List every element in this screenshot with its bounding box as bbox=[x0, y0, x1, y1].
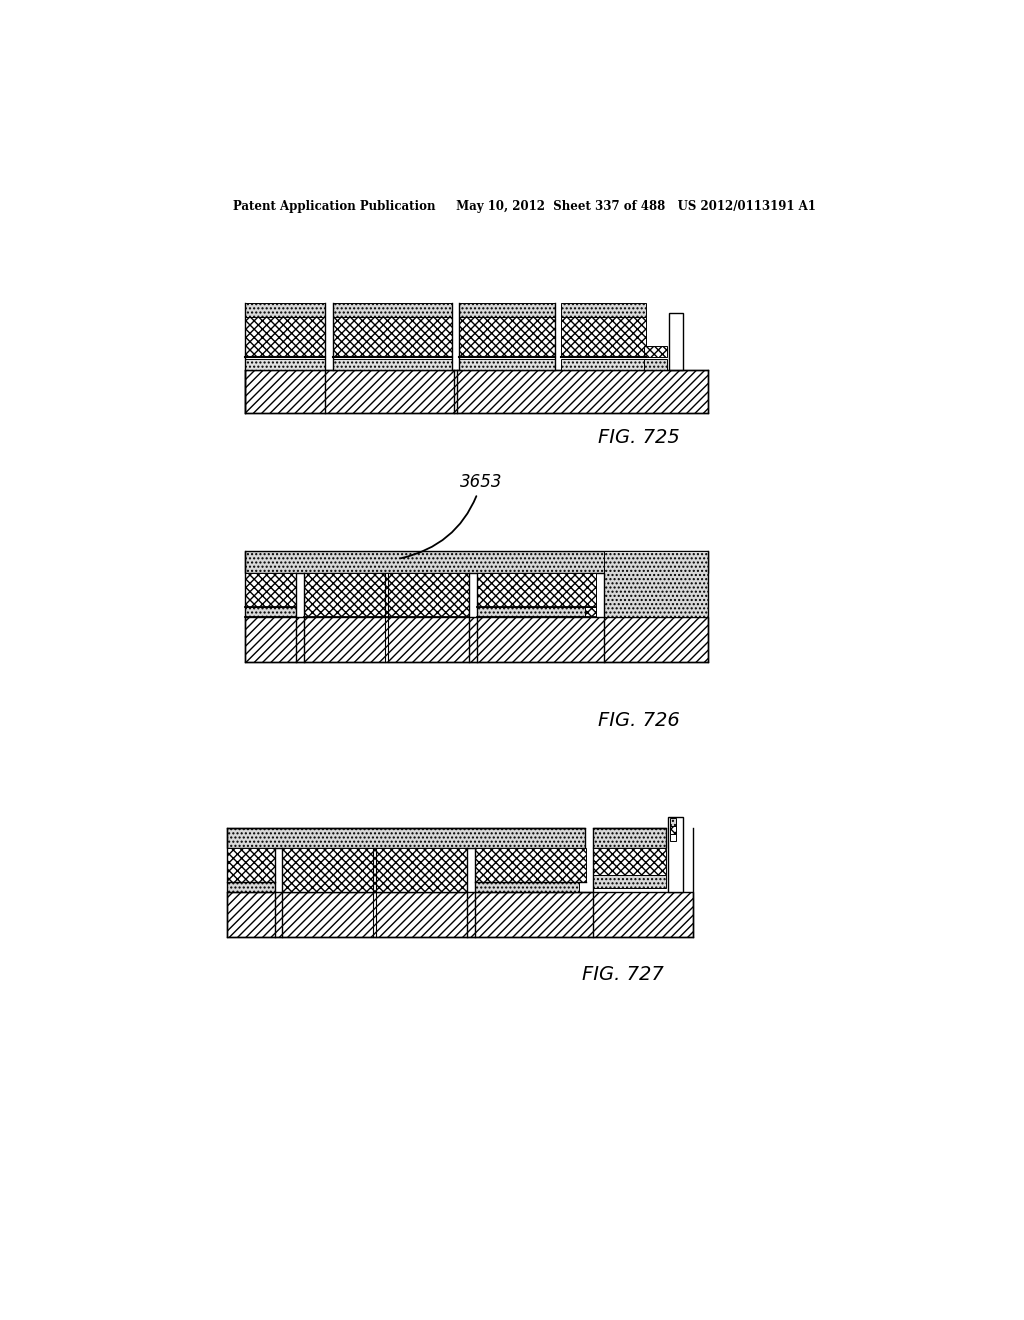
Bar bbox=[670, 818, 676, 826]
Text: FIG. 726: FIG. 726 bbox=[598, 711, 680, 730]
Bar bbox=[459, 317, 555, 358]
Bar bbox=[669, 313, 683, 370]
Bar bbox=[245, 573, 296, 607]
Bar bbox=[245, 618, 708, 663]
Bar bbox=[333, 359, 453, 370]
Bar bbox=[245, 359, 326, 370]
Bar bbox=[644, 346, 668, 358]
Text: FIG. 725: FIG. 725 bbox=[598, 428, 680, 446]
Bar bbox=[226, 847, 274, 882]
Bar bbox=[593, 847, 666, 874]
Bar bbox=[459, 359, 555, 370]
Bar bbox=[245, 370, 708, 413]
Bar bbox=[475, 882, 579, 892]
Bar bbox=[593, 829, 666, 847]
Text: 3653: 3653 bbox=[401, 473, 503, 558]
Text: FIG. 727: FIG. 727 bbox=[583, 965, 665, 985]
Bar bbox=[333, 317, 453, 358]
Bar bbox=[604, 552, 708, 618]
Bar bbox=[668, 817, 683, 892]
Bar bbox=[245, 607, 296, 618]
Bar bbox=[561, 317, 646, 358]
Bar bbox=[561, 304, 646, 317]
Bar bbox=[304, 573, 469, 618]
Bar bbox=[593, 874, 666, 888]
Bar bbox=[670, 834, 676, 841]
Bar bbox=[561, 359, 646, 370]
Bar bbox=[245, 552, 708, 573]
Bar bbox=[670, 826, 676, 834]
Bar bbox=[475, 847, 587, 882]
Bar bbox=[245, 304, 326, 317]
Bar bbox=[226, 892, 692, 937]
Bar bbox=[477, 573, 596, 607]
Bar bbox=[283, 847, 467, 892]
Bar bbox=[333, 304, 453, 317]
Bar bbox=[226, 829, 585, 847]
Text: Patent Application Publication     May 10, 2012  Sheet 337 of 488   US 2012/0113: Patent Application Publication May 10, 2… bbox=[233, 199, 816, 213]
Bar bbox=[226, 882, 274, 892]
Bar bbox=[585, 607, 596, 618]
Bar bbox=[245, 317, 326, 358]
Bar bbox=[644, 359, 668, 370]
Bar bbox=[459, 304, 555, 317]
Bar bbox=[477, 607, 585, 618]
